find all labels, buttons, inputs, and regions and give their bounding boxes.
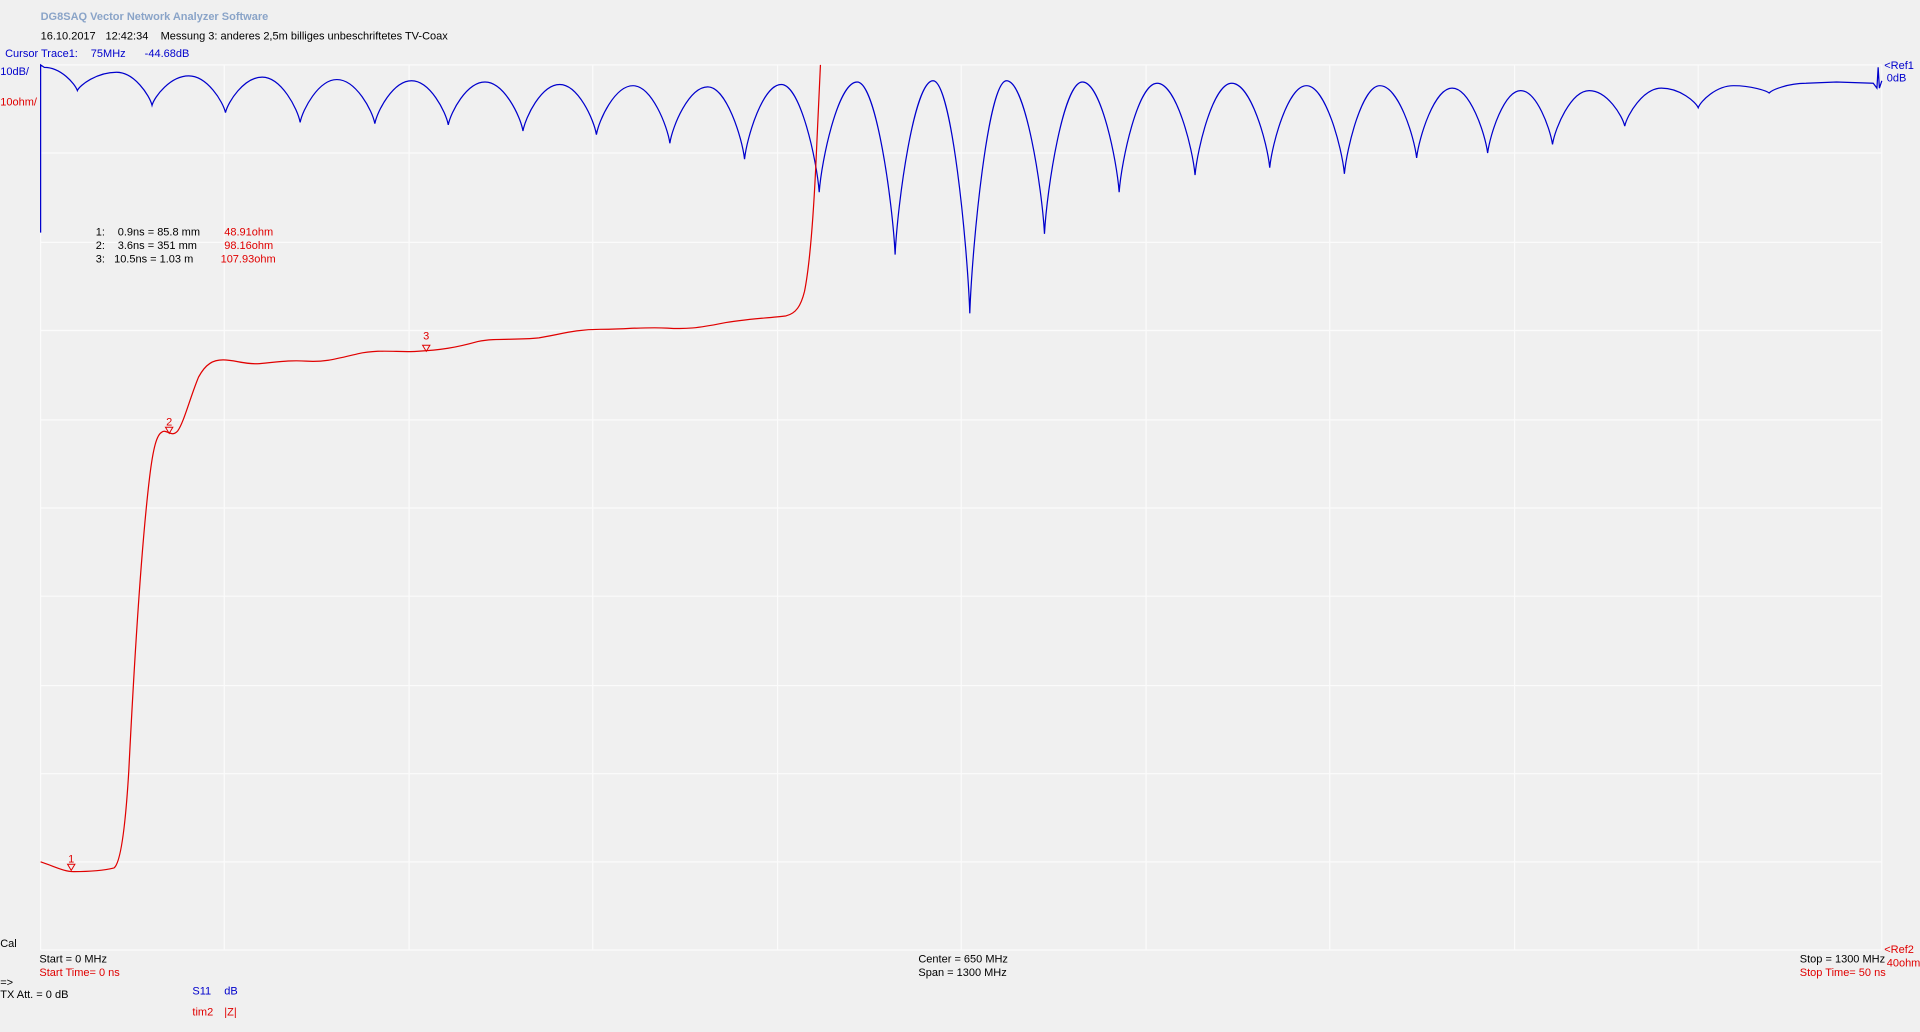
trace2-scale: 10ohm/ (0, 97, 38, 109)
cal-label: Cal (0, 938, 17, 950)
ref1-label: <Ref1 (1884, 60, 1914, 72)
trace-tim2 (40, 64, 822, 873)
date: 16.10.2017 (41, 31, 96, 43)
marker-id: 2: (96, 240, 105, 252)
ref1-value: 0dB (1887, 72, 1907, 84)
center-frequency: Center = 650 MHz (918, 954, 1008, 966)
cursor-value: -44.68dB (145, 48, 190, 60)
stop-frequency: Stop = 1300 MHz (1800, 954, 1885, 966)
start-frequency: Start = 0 MHz (39, 954, 107, 966)
app-title: DG8SAQ Vector Network Analyzer Software (41, 11, 269, 23)
marker-position: 0.9ns = 85.8 mm (118, 227, 200, 239)
marker-position: 10.5ns = 1.03 m (114, 253, 193, 265)
trace1-format[interactable]: dB (224, 986, 237, 998)
marker-flag (164, 426, 174, 435)
marker-table: 1: 0.9ns = 85.8 mm 48.91ohm 2: 3.6ns = 3… (96, 227, 276, 266)
ref2-value: 40ohm (1887, 957, 1920, 969)
marker-impedance: 98.16ohm (224, 240, 273, 252)
ref2-label: <Ref2 (1884, 944, 1914, 956)
marker-id: 1: (96, 227, 105, 239)
marker-flags: 1 2 3 (66, 331, 431, 872)
marker-impedance: 107.93ohm (221, 253, 276, 265)
marker-flag-label: 1 (68, 853, 74, 865)
trace2-format[interactable]: |Z| (224, 1006, 236, 1018)
cursor-frequency: 75MHz (91, 48, 126, 60)
marker-flag (66, 863, 76, 872)
start-time: Start Time= 0 ns (39, 967, 120, 979)
marker-position: 3.6ns = 351 mm (118, 240, 197, 252)
stop-time: Stop Time= 50 ns (1800, 967, 1886, 979)
time: 12:42:34 (106, 31, 149, 43)
span: Span = 1300 MHz (918, 967, 1006, 979)
arrow: => (0, 977, 13, 989)
marker-impedance: 48.91ohm (224, 227, 273, 239)
marker-id: 3: (96, 253, 105, 265)
trace1-scale: 10dB/ (0, 66, 30, 78)
trace1-name[interactable]: S11 (192, 986, 211, 998)
marker-flag-label: 3 (423, 331, 429, 343)
marker-flag (421, 344, 431, 353)
tx-attenuation: TX Att. = 0 dB (0, 989, 68, 1001)
cursor-label: Cursor Trace1: (5, 48, 78, 60)
trace2-name[interactable]: tim2 (192, 1006, 213, 1018)
measurement-name: Messung 3: anderes 2,5m billiges unbesch… (161, 31, 449, 43)
trace-s11 (40, 63, 1883, 314)
marker-flag-label: 2 (166, 416, 172, 428)
